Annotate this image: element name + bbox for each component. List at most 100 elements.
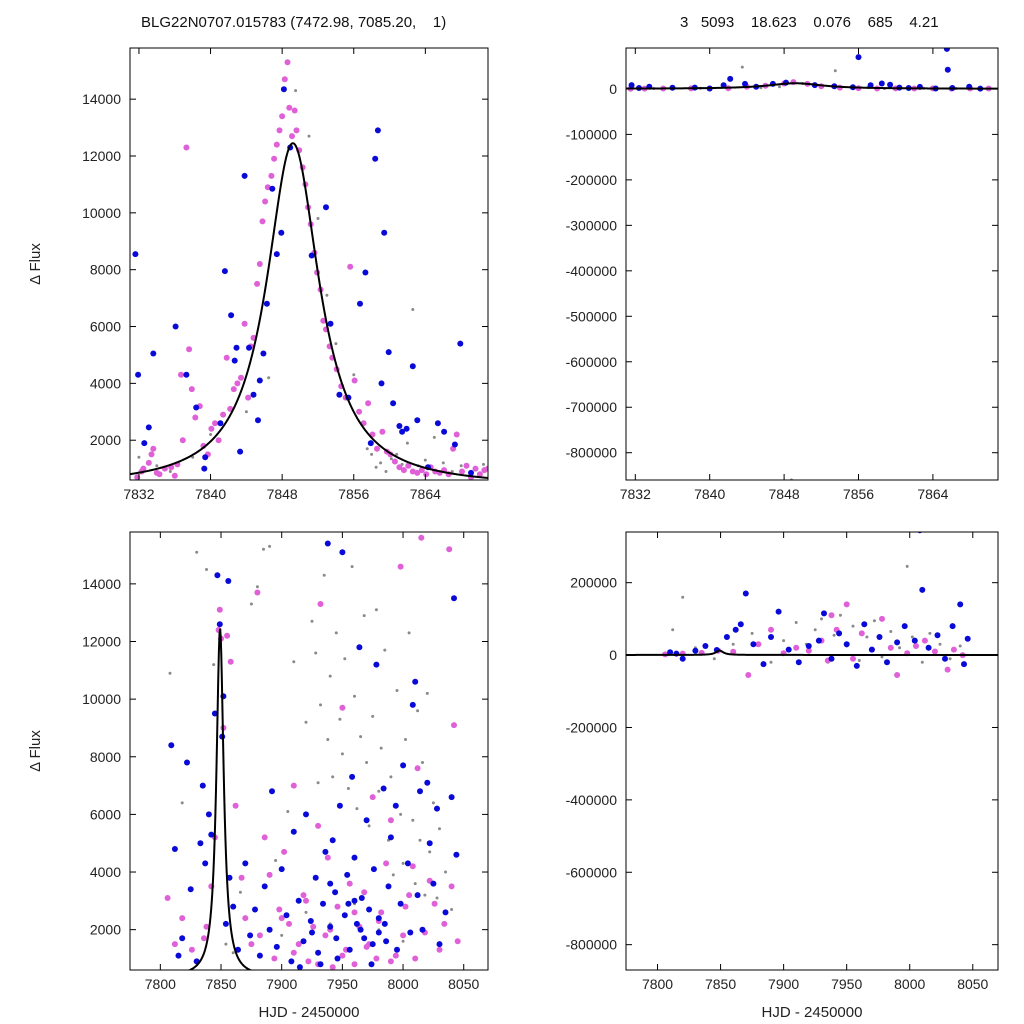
data-point-gray bbox=[435, 896, 439, 900]
data-point-gray bbox=[274, 859, 278, 862]
data-point-pink bbox=[406, 892, 413, 899]
y-tick-label: 2000 bbox=[90, 922, 121, 938]
data-point-blue bbox=[400, 762, 407, 769]
data-point-gray bbox=[325, 293, 329, 297]
data-point-pink bbox=[281, 76, 288, 83]
data-point-blue bbox=[317, 961, 324, 968]
data-point-blue bbox=[256, 377, 263, 384]
data-point-pink bbox=[266, 871, 273, 878]
data-point-gray bbox=[851, 624, 855, 628]
data-point-blue bbox=[300, 938, 307, 945]
data-point-blue bbox=[339, 549, 346, 556]
data-point-gray bbox=[750, 631, 754, 635]
data-point-pink bbox=[409, 468, 416, 475]
data-point-gray bbox=[304, 720, 308, 724]
y-tick-label: -800000 bbox=[566, 445, 618, 461]
data-point-pink bbox=[188, 386, 195, 393]
data-point-blue bbox=[426, 840, 433, 847]
data-point-gray bbox=[168, 671, 172, 675]
data-point-blue bbox=[202, 860, 209, 867]
data-point-blue bbox=[828, 655, 835, 662]
data-point-gray bbox=[304, 910, 308, 914]
data-point-blue bbox=[702, 643, 709, 649]
x-tick-label: 7800 bbox=[145, 976, 176, 992]
data-point-blue bbox=[353, 920, 360, 927]
data-point-gray bbox=[377, 789, 381, 793]
data-point-pink bbox=[324, 854, 331, 861]
data-point-blue bbox=[346, 946, 353, 953]
data-point-gray bbox=[671, 628, 675, 632]
data-point-gray bbox=[794, 621, 798, 624]
data-point-blue bbox=[252, 906, 258, 913]
data-point-pink bbox=[256, 932, 263, 939]
data-point-gray bbox=[413, 882, 417, 886]
data-point-gray bbox=[778, 85, 781, 89]
y-tick-label: 12000 bbox=[82, 634, 121, 650]
y-tick-label: -700000 bbox=[566, 399, 618, 415]
data-point-blue bbox=[768, 634, 774, 640]
x-tick-label: 7848 bbox=[769, 486, 800, 502]
data-point-gray bbox=[328, 674, 332, 678]
data-point-blue bbox=[336, 391, 343, 398]
data-point-gray bbox=[865, 635, 869, 639]
data-point-gray bbox=[350, 565, 354, 569]
data-point-blue bbox=[961, 661, 967, 668]
data-point-pink bbox=[944, 666, 951, 673]
data-point-gray bbox=[326, 738, 330, 741]
data-point-pink bbox=[164, 895, 171, 901]
data-point-gray bbox=[294, 89, 298, 93]
data-point-blue bbox=[944, 66, 951, 73]
data-point-blue bbox=[323, 204, 329, 211]
data-point-gray bbox=[948, 657, 952, 661]
data-point-blue bbox=[280, 86, 287, 93]
header-right: 3 5093 18.623 0.076 685 4.21 bbox=[680, 14, 939, 31]
data-point-pink bbox=[351, 377, 358, 384]
data-point-pink bbox=[179, 437, 186, 444]
data-point-pink bbox=[245, 394, 252, 401]
data-point-blue bbox=[385, 349, 392, 356]
data-point-gray bbox=[352, 373, 356, 377]
data-point-gray bbox=[379, 461, 383, 465]
data-point-gray bbox=[958, 644, 962, 648]
data-point-pink bbox=[378, 909, 385, 916]
data-point-gray bbox=[316, 217, 320, 220]
y-tick-label: 12000 bbox=[82, 148, 121, 164]
data-point-blue bbox=[843, 641, 850, 648]
data-point-blue bbox=[412, 678, 419, 685]
data-point-gray bbox=[832, 633, 836, 637]
y-tick-label: -100000 bbox=[566, 126, 618, 142]
data-point-blue bbox=[230, 903, 237, 910]
data-point-blue bbox=[357, 300, 363, 307]
data-point-blue bbox=[145, 424, 152, 431]
data-point-blue bbox=[381, 229, 388, 236]
data-point-blue bbox=[383, 938, 390, 945]
data-point-pink bbox=[261, 834, 268, 841]
data-point-blue bbox=[315, 949, 322, 956]
data-point-blue bbox=[308, 252, 315, 259]
x-tick-label: 7850 bbox=[205, 976, 236, 992]
data-point-blue bbox=[855, 54, 862, 61]
data-point-blue bbox=[233, 344, 240, 351]
data-point-blue bbox=[742, 80, 748, 87]
data-point-pink bbox=[320, 317, 327, 324]
data-point-pink bbox=[339, 952, 346, 959]
data-point-pink bbox=[356, 408, 363, 415]
data-point-pink bbox=[234, 380, 241, 387]
data-point-blue bbox=[278, 229, 285, 236]
data-point-pink bbox=[223, 354, 230, 361]
data-point-blue bbox=[290, 828, 297, 835]
data-point-gray bbox=[367, 824, 371, 828]
data-point-blue bbox=[295, 897, 302, 904]
data-point-pink bbox=[281, 848, 288, 855]
data-point-pink bbox=[192, 414, 199, 421]
data-point-pink bbox=[391, 458, 398, 465]
data-point-blue bbox=[358, 895, 365, 901]
data-point-blue bbox=[329, 837, 336, 844]
data-point-pink bbox=[238, 374, 244, 381]
data-point-gray bbox=[389, 775, 393, 779]
data-point-blue bbox=[312, 874, 319, 881]
data-point-pink bbox=[273, 141, 280, 148]
x-tick-label: 7840 bbox=[195, 486, 226, 502]
data-point-gray bbox=[411, 308, 415, 311]
data-point-blue bbox=[221, 268, 228, 275]
